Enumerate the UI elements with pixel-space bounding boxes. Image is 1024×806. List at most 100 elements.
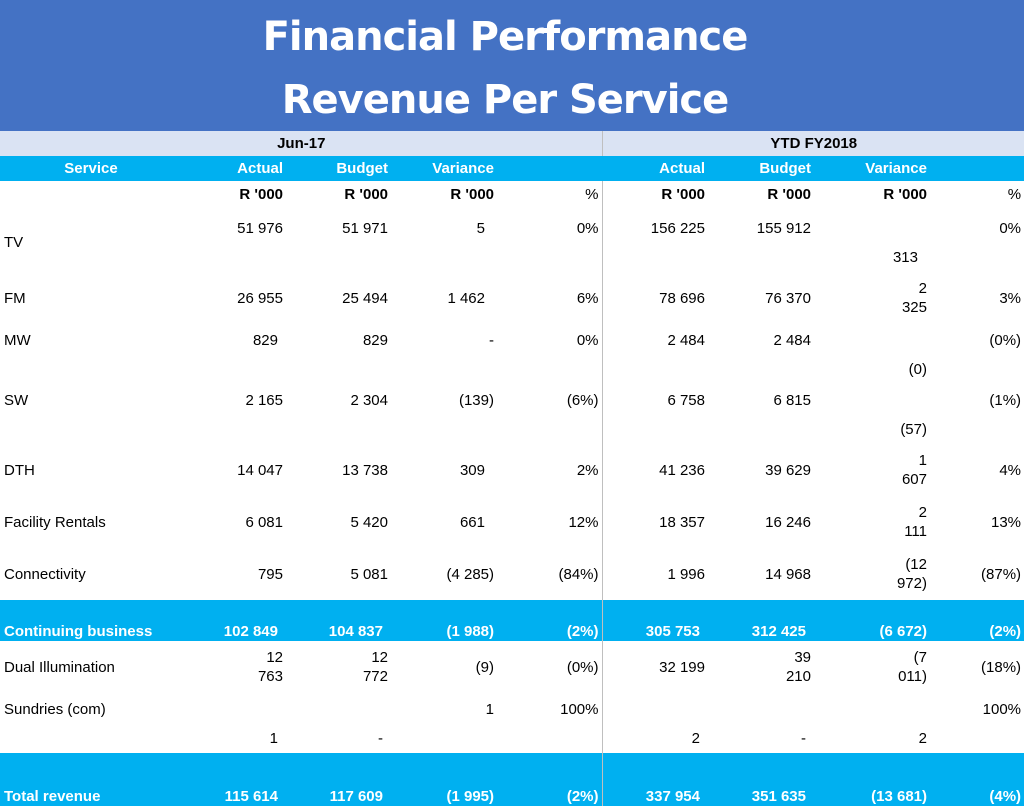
ytd-budget: 14 968 [765,565,811,583]
ytd-budget: 6 815 [773,392,811,409]
unit-label: R '000 [661,186,705,203]
ytd-variance: (7 011) [898,649,927,685]
service-name: Connectivity [4,565,86,583]
ytd-variance-pct: 4% [999,461,1022,479]
ytd-variance: 2 325 [901,280,927,316]
service-name: MW [4,332,31,349]
jun-budget: 12 772 [362,649,388,685]
ytd-budget: 351 635 [708,753,814,806]
jun-actual-cell: 12 763 [181,641,286,693]
ytd-actual: 337 954 [602,753,708,806]
jun-variance-pct: (6%) [497,384,603,444]
jun-budget: 117 609 [286,753,391,806]
dual-illumination-row: Dual Illumination 12 763 12 772 (9) (0%)… [0,641,1024,693]
unit-label: R '000 [239,186,283,203]
ytd-budget: 76 370 [765,289,811,307]
service-name: TV [4,233,24,251]
jun-actual: 795 [257,565,283,583]
table-row: TV 51 976 51 971 5 0% 156 225 155 912 31… [0,212,1024,272]
jun-budget: 51 971 [342,220,388,237]
ytd-budget: 39 210 [785,649,811,685]
jun-actual: 115 614 [181,753,286,806]
jun-variance: (9) [475,658,494,676]
jun-variance-pct: (2%) [497,753,603,806]
jun-variance: (1 988) [391,600,497,641]
ytd-variance-cell: 1 607 [814,444,930,496]
table-row: Connectivity 795 5 081 (4 285) (84%) 1 9… [0,548,1024,600]
ytd-variance-pct: (18%) [981,658,1022,676]
table-row: FM 26 955 25 494 1 462 6% 78 696 76 370 … [0,272,1024,324]
ytd-variance: 2 [918,730,927,747]
revenue-table: Jun-17 YTD FY2018 Service Actual Budget … [0,131,1024,806]
ytd-variance: (6 672) [814,600,930,641]
ytd-variance: (0) [908,361,927,378]
jun-variance: 1 [485,701,494,718]
col-ytd-variance: Variance [814,156,930,181]
total-revenue-row: Total revenue 115 614 117 609 (1 995) (2… [0,753,1024,806]
col-service: Service [0,156,181,181]
table-row: DTH 14 047 13 738 309 2% 41 236 39 629 1… [0,444,1024,496]
ytd-budget: 2 484 [773,332,811,349]
jun-actual: 829 [252,332,278,349]
jun-variance: 309 [459,461,485,479]
ytd-budget-cell: 39 210 [708,641,814,693]
ytd-budget: 155 912 [756,220,811,237]
ytd-variance-pct: 100% [982,701,1022,718]
jun-budget: 5 420 [350,513,388,531]
ytd-variance-pct: 13% [991,513,1022,531]
ytd-variance-pct: 3% [999,289,1022,307]
col-ytd-actual: Actual [602,156,708,181]
jun-budget: 2 304 [350,392,388,409]
ytd-variance: 313 [892,249,918,266]
ytd-variance: 1 607 [901,452,927,488]
jun-variance: 5 [476,220,485,237]
continuing-business-row: Continuing business 102 849 104 837 (1 9… [0,600,1024,641]
jun-actual: 2 165 [245,392,283,409]
service-name: FM [4,289,26,307]
ytd-actual: 2 [691,730,700,747]
jun-variance-pct: 12% [497,496,603,548]
jun-budget: 829 [362,332,388,349]
ytd-actual: 2 484 [667,332,705,349]
row-label: Continuing business [0,600,181,641]
period-month: Jun-17 [0,131,603,156]
ytd-actual: 1 996 [667,565,705,583]
col-variance: Variance [391,156,497,181]
ytd-variance-pct: (2%) [930,600,1024,641]
row-label: Total revenue [0,753,181,806]
period-ytd: YTD FY2018 [602,131,1024,156]
jun-actual: 14 047 [237,461,283,479]
sundries-row: Sundries (com) 1 - 1 100% 2 - 2 100% [0,693,1024,753]
ytd-actual: 78 696 [659,289,705,307]
jun-budget: - [378,730,383,747]
ytd-actual: 305 753 [602,600,708,641]
period-header-row: Jun-17 YTD FY2018 [0,131,1024,156]
jun-budget: 25 494 [342,289,388,307]
table-row: SW 2 165 2 304 (139) (6%) 6 758 6 815 (5… [0,384,1024,444]
ytd-budget: 16 246 [765,513,811,531]
ytd-actual: 6 758 [667,392,705,409]
jun-variance-pct: 6% [497,272,603,324]
ytd-variance-pct: (1%) [989,392,1022,409]
unit-label: R '000 [883,186,927,203]
col-actual: Actual [181,156,286,181]
row-label: Sundries (com) [4,701,106,718]
jun-budget: 104 837 [286,600,391,641]
jun-variance-pct: 2% [497,444,603,496]
ytd-variance: 2 111 [904,504,927,540]
col-empty [497,156,602,181]
jun-actual: 1 [269,730,278,747]
units-blank [0,181,181,212]
jun-variance: (139) [458,392,494,409]
jun-variance: (4 285) [446,565,494,583]
service-name: SW [4,392,29,409]
ytd-variance-pct: 0% [999,220,1022,237]
col-empty [930,156,1024,181]
unit-label: R '000 [767,186,811,203]
jun-actual: 102 849 [181,600,286,641]
table-row: Facility Rentals 6 081 5 420 661 12% 18 … [0,496,1024,548]
col-budget: Budget [286,156,391,181]
ytd-variance-pct: (0%) [989,332,1022,349]
jun-variance: - [489,332,494,349]
row-label: Dual Illumination [4,658,115,676]
